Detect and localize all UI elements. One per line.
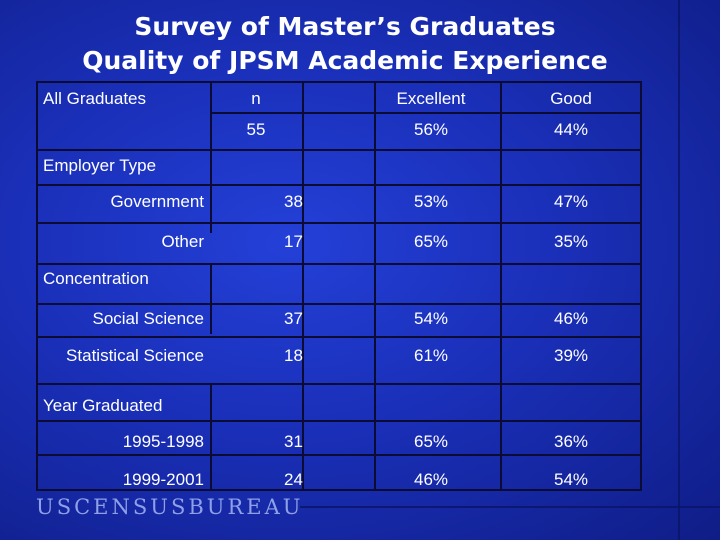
other-good: 35% (553, 232, 589, 251)
section-header-employer-type: Employer Type (43, 156, 157, 175)
section-header-year-graduated: Year Graduated (43, 396, 163, 415)
social-science-excellent: 54% (413, 309, 449, 328)
all-graduates-excellent: 56% (413, 120, 449, 139)
grid-line (500, 83, 502, 489)
decorative-horizontal-line (300, 506, 720, 508)
all-graduates-n: 55 (246, 120, 266, 139)
row-label-other: Other (161, 232, 204, 251)
survey-table: All Graduates n Excellent Good 55 56% 44… (36, 81, 642, 491)
other-excellent: 65% (413, 232, 449, 251)
grid-line (210, 383, 212, 489)
grid-line (38, 222, 642, 224)
all-graduates-good: 44% (553, 120, 589, 139)
column-header-excellent: Excellent (396, 89, 466, 108)
grid-line (210, 265, 212, 334)
government-good: 47% (553, 192, 589, 211)
government-n: 38 (284, 192, 303, 211)
grid-line (38, 263, 642, 265)
grid-line (38, 454, 642, 456)
grid-line (210, 112, 642, 114)
grid-line (374, 83, 376, 489)
grid-line (38, 383, 642, 385)
grid-line (38, 149, 642, 151)
column-header-n: n (251, 89, 261, 108)
column-header-good: Good (550, 89, 592, 108)
section-header-concentration: Concentration (43, 269, 149, 288)
row-label-government: Government (110, 192, 204, 211)
year-1995-1998-excellent: 65% (413, 432, 449, 451)
government-excellent: 53% (413, 192, 449, 211)
title-line-1: Survey of Master’s Graduates (134, 12, 556, 41)
row-label-statistical-science: Statistical Science (66, 346, 204, 365)
social-science-good: 46% (553, 309, 589, 328)
year-1999-2001-good: 54% (553, 470, 589, 489)
grid-line (38, 420, 642, 422)
census-bureau-logo: USCENSUSBUREAU (36, 495, 304, 519)
grid-line (38, 303, 642, 305)
statistical-science-good: 39% (553, 346, 589, 365)
social-science-n: 37 (284, 309, 303, 328)
row-label-1999-2001: 1999-2001 (122, 470, 204, 489)
slide-title: Survey of Master’s Graduates Quality of … (0, 10, 690, 78)
other-n: 17 (284, 232, 303, 251)
year-1995-1998-good: 36% (553, 432, 589, 451)
statistical-science-excellent: 61% (413, 346, 449, 365)
decorative-vertical-line (678, 0, 680, 540)
year-1999-2001-n: 24 (284, 470, 303, 489)
row-label-1995-1998: 1995-1998 (122, 432, 204, 451)
row-label-social-science: Social Science (92, 309, 204, 328)
grid-line (302, 83, 304, 489)
title-line-2: Quality of JPSM Academic Experience (82, 46, 608, 75)
all-graduates-label: All Graduates (43, 89, 146, 108)
grid-line (38, 184, 642, 186)
grid-line (38, 336, 642, 338)
year-1995-1998-n: 31 (284, 432, 303, 451)
statistical-science-n: 18 (284, 346, 303, 365)
year-1999-2001-excellent: 46% (413, 470, 449, 489)
grid-line (210, 83, 212, 233)
